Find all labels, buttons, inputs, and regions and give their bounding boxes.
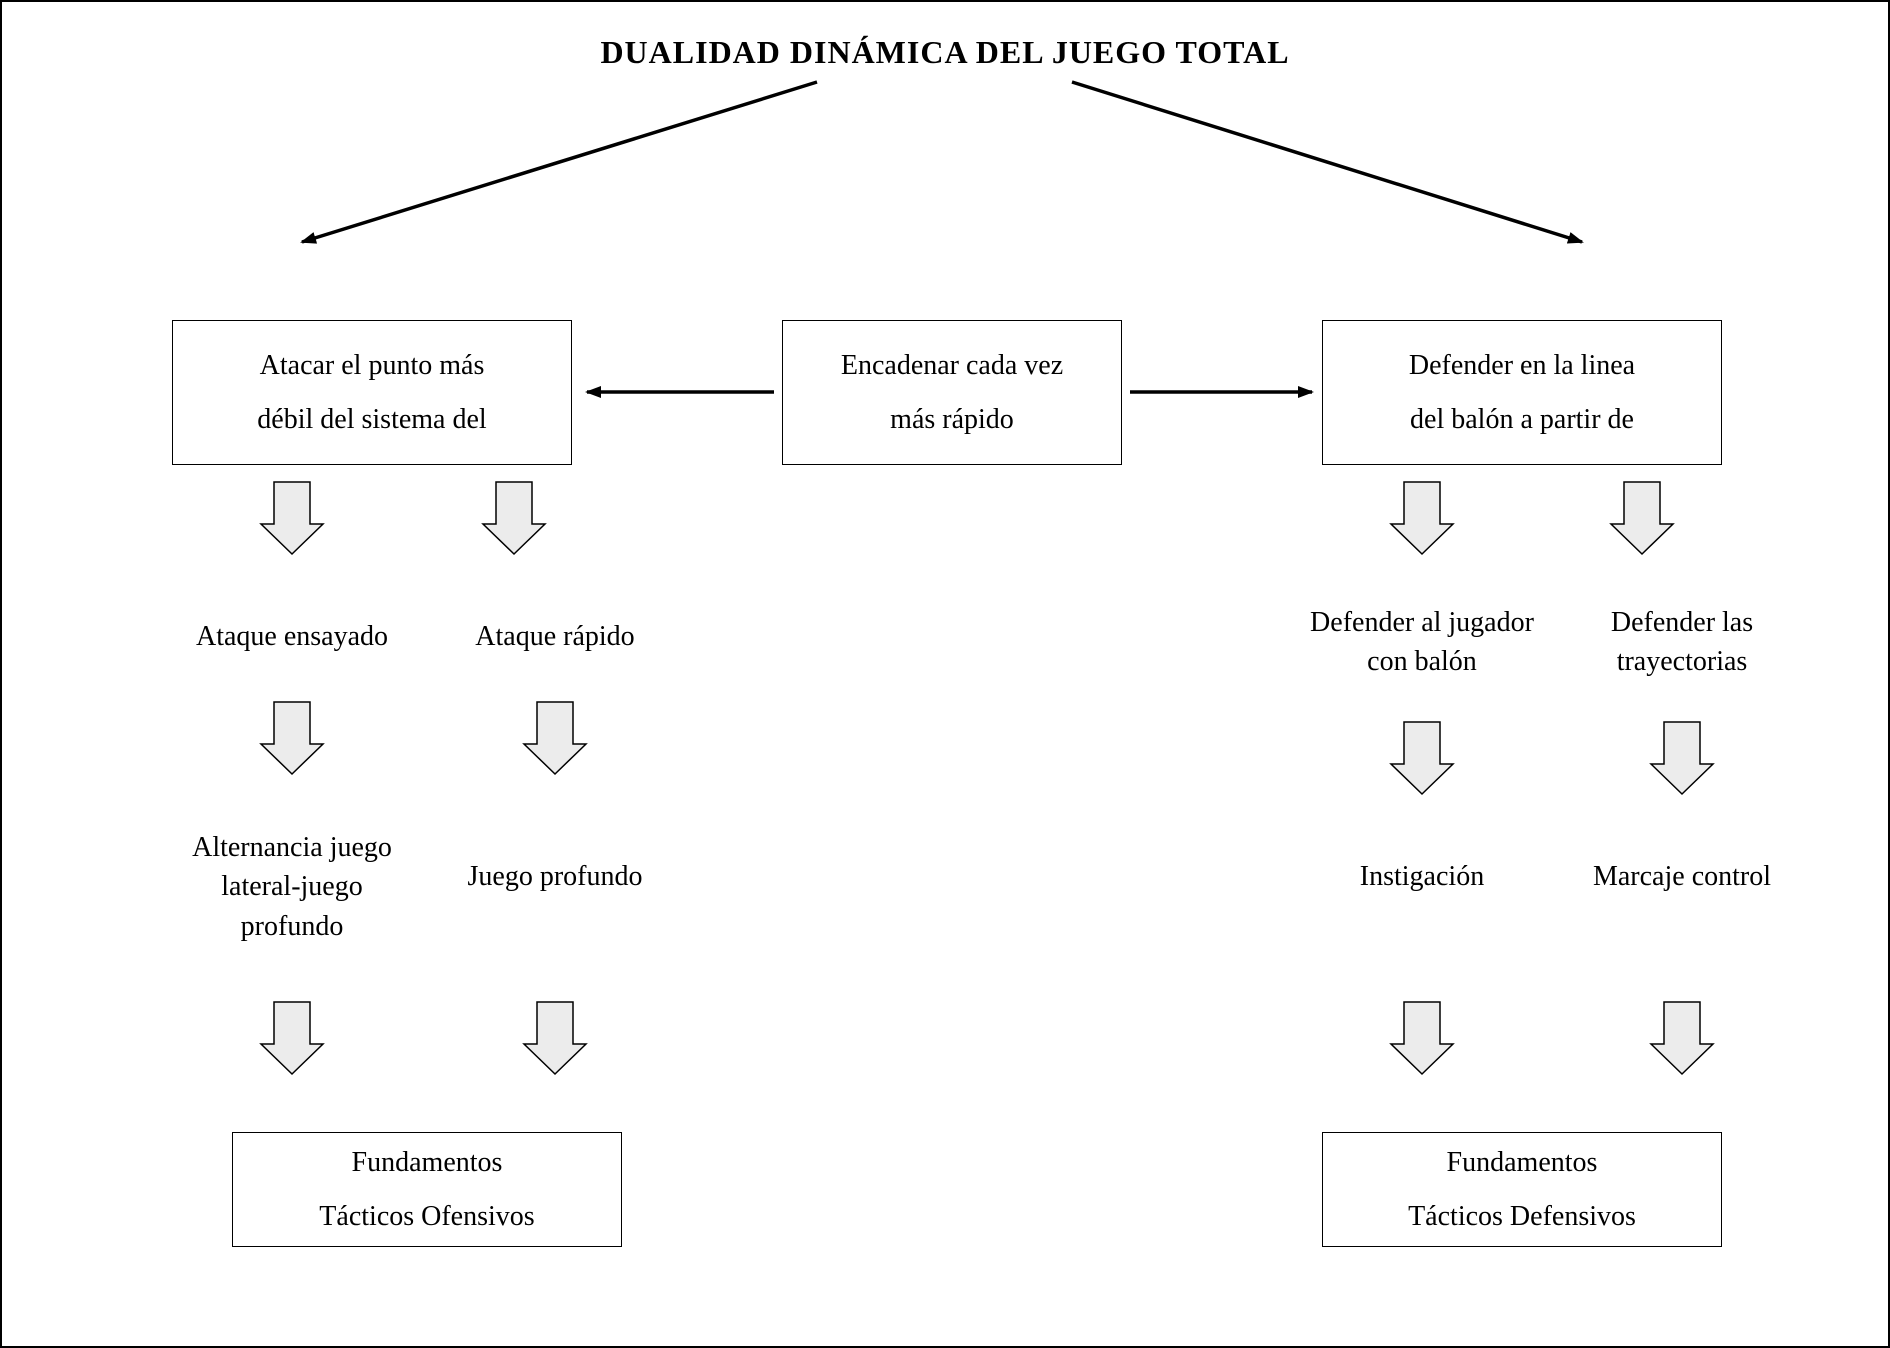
block-arrow-icon-ba_a5 xyxy=(261,1002,323,1074)
node-line2: del balón a partir de xyxy=(1347,393,1697,446)
node-line2: débil del sistema del xyxy=(197,393,547,446)
diagram-canvas: DUALIDAD DINÁMICA DEL JUEGO TOTAL Encade… xyxy=(0,0,1890,1348)
block-arrow-icon-ba_d6 xyxy=(1651,1002,1713,1074)
node-line1: Fundamentos xyxy=(257,1136,597,1189)
block-arrow-icon-ba_a6 xyxy=(524,1002,586,1074)
block-arrow-icon-ba_a1 xyxy=(261,482,323,554)
block-arrow-icon-ba_a4 xyxy=(524,702,586,774)
block-arrow-icon-ba_d3 xyxy=(1391,722,1453,794)
node-line1: Atacar el punto más xyxy=(197,339,547,392)
block-arrow-icon-ba_d5 xyxy=(1391,1002,1453,1074)
block-arrow-icon-ba_d4 xyxy=(1651,722,1713,794)
node-line2: Tácticos Defensivos xyxy=(1347,1190,1697,1243)
node-line2: más rápido xyxy=(807,393,1097,446)
label-instig: Instigación xyxy=(1312,857,1532,896)
node-attack: Atacar el punto másdébil del sistema del xyxy=(172,320,572,465)
diagram-title: DUALIDAD DINÁMICA DEL JUEGO TOTAL xyxy=(2,34,1888,71)
block-arrow-icon-ba_d1 xyxy=(1391,482,1453,554)
node-line2: Tácticos Ofensivos xyxy=(257,1190,597,1243)
label-atk_ens: Ataque ensayado xyxy=(162,617,422,656)
line-arrow-title_to_defend xyxy=(1072,82,1582,242)
block-arrow-icon-ba_d2 xyxy=(1611,482,1673,554)
block-arrow-icon-ba_a2 xyxy=(483,482,545,554)
node-off_f: FundamentosTácticos Ofensivos xyxy=(232,1132,622,1247)
label-alt_jl: Alternancia juegolateral-juegoprofundo xyxy=(152,828,432,946)
label-marcaje: Marcaje control xyxy=(1562,857,1802,896)
node-line1: Defender en la linea xyxy=(1347,339,1697,392)
node-center: Encadenar cada vezmás rápido xyxy=(782,320,1122,465)
node-defend: Defender en la lineadel balón a partir d… xyxy=(1322,320,1722,465)
node-line1: Fundamentos xyxy=(1347,1136,1697,1189)
label-atk_rap: Ataque rápido xyxy=(440,617,670,656)
node-def_f: FundamentosTácticos Defensivos xyxy=(1322,1132,1722,1247)
label-jp: Juego profundo xyxy=(440,857,670,896)
block-arrow-icon-ba_a3 xyxy=(261,702,323,774)
label-def_tray: Defender lastrayectorias xyxy=(1562,603,1802,681)
node-line1: Encadenar cada vez xyxy=(807,339,1097,392)
label-def_jug: Defender al jugadorcon balón xyxy=(1272,603,1572,681)
line-arrow-title_to_attack xyxy=(302,82,817,242)
